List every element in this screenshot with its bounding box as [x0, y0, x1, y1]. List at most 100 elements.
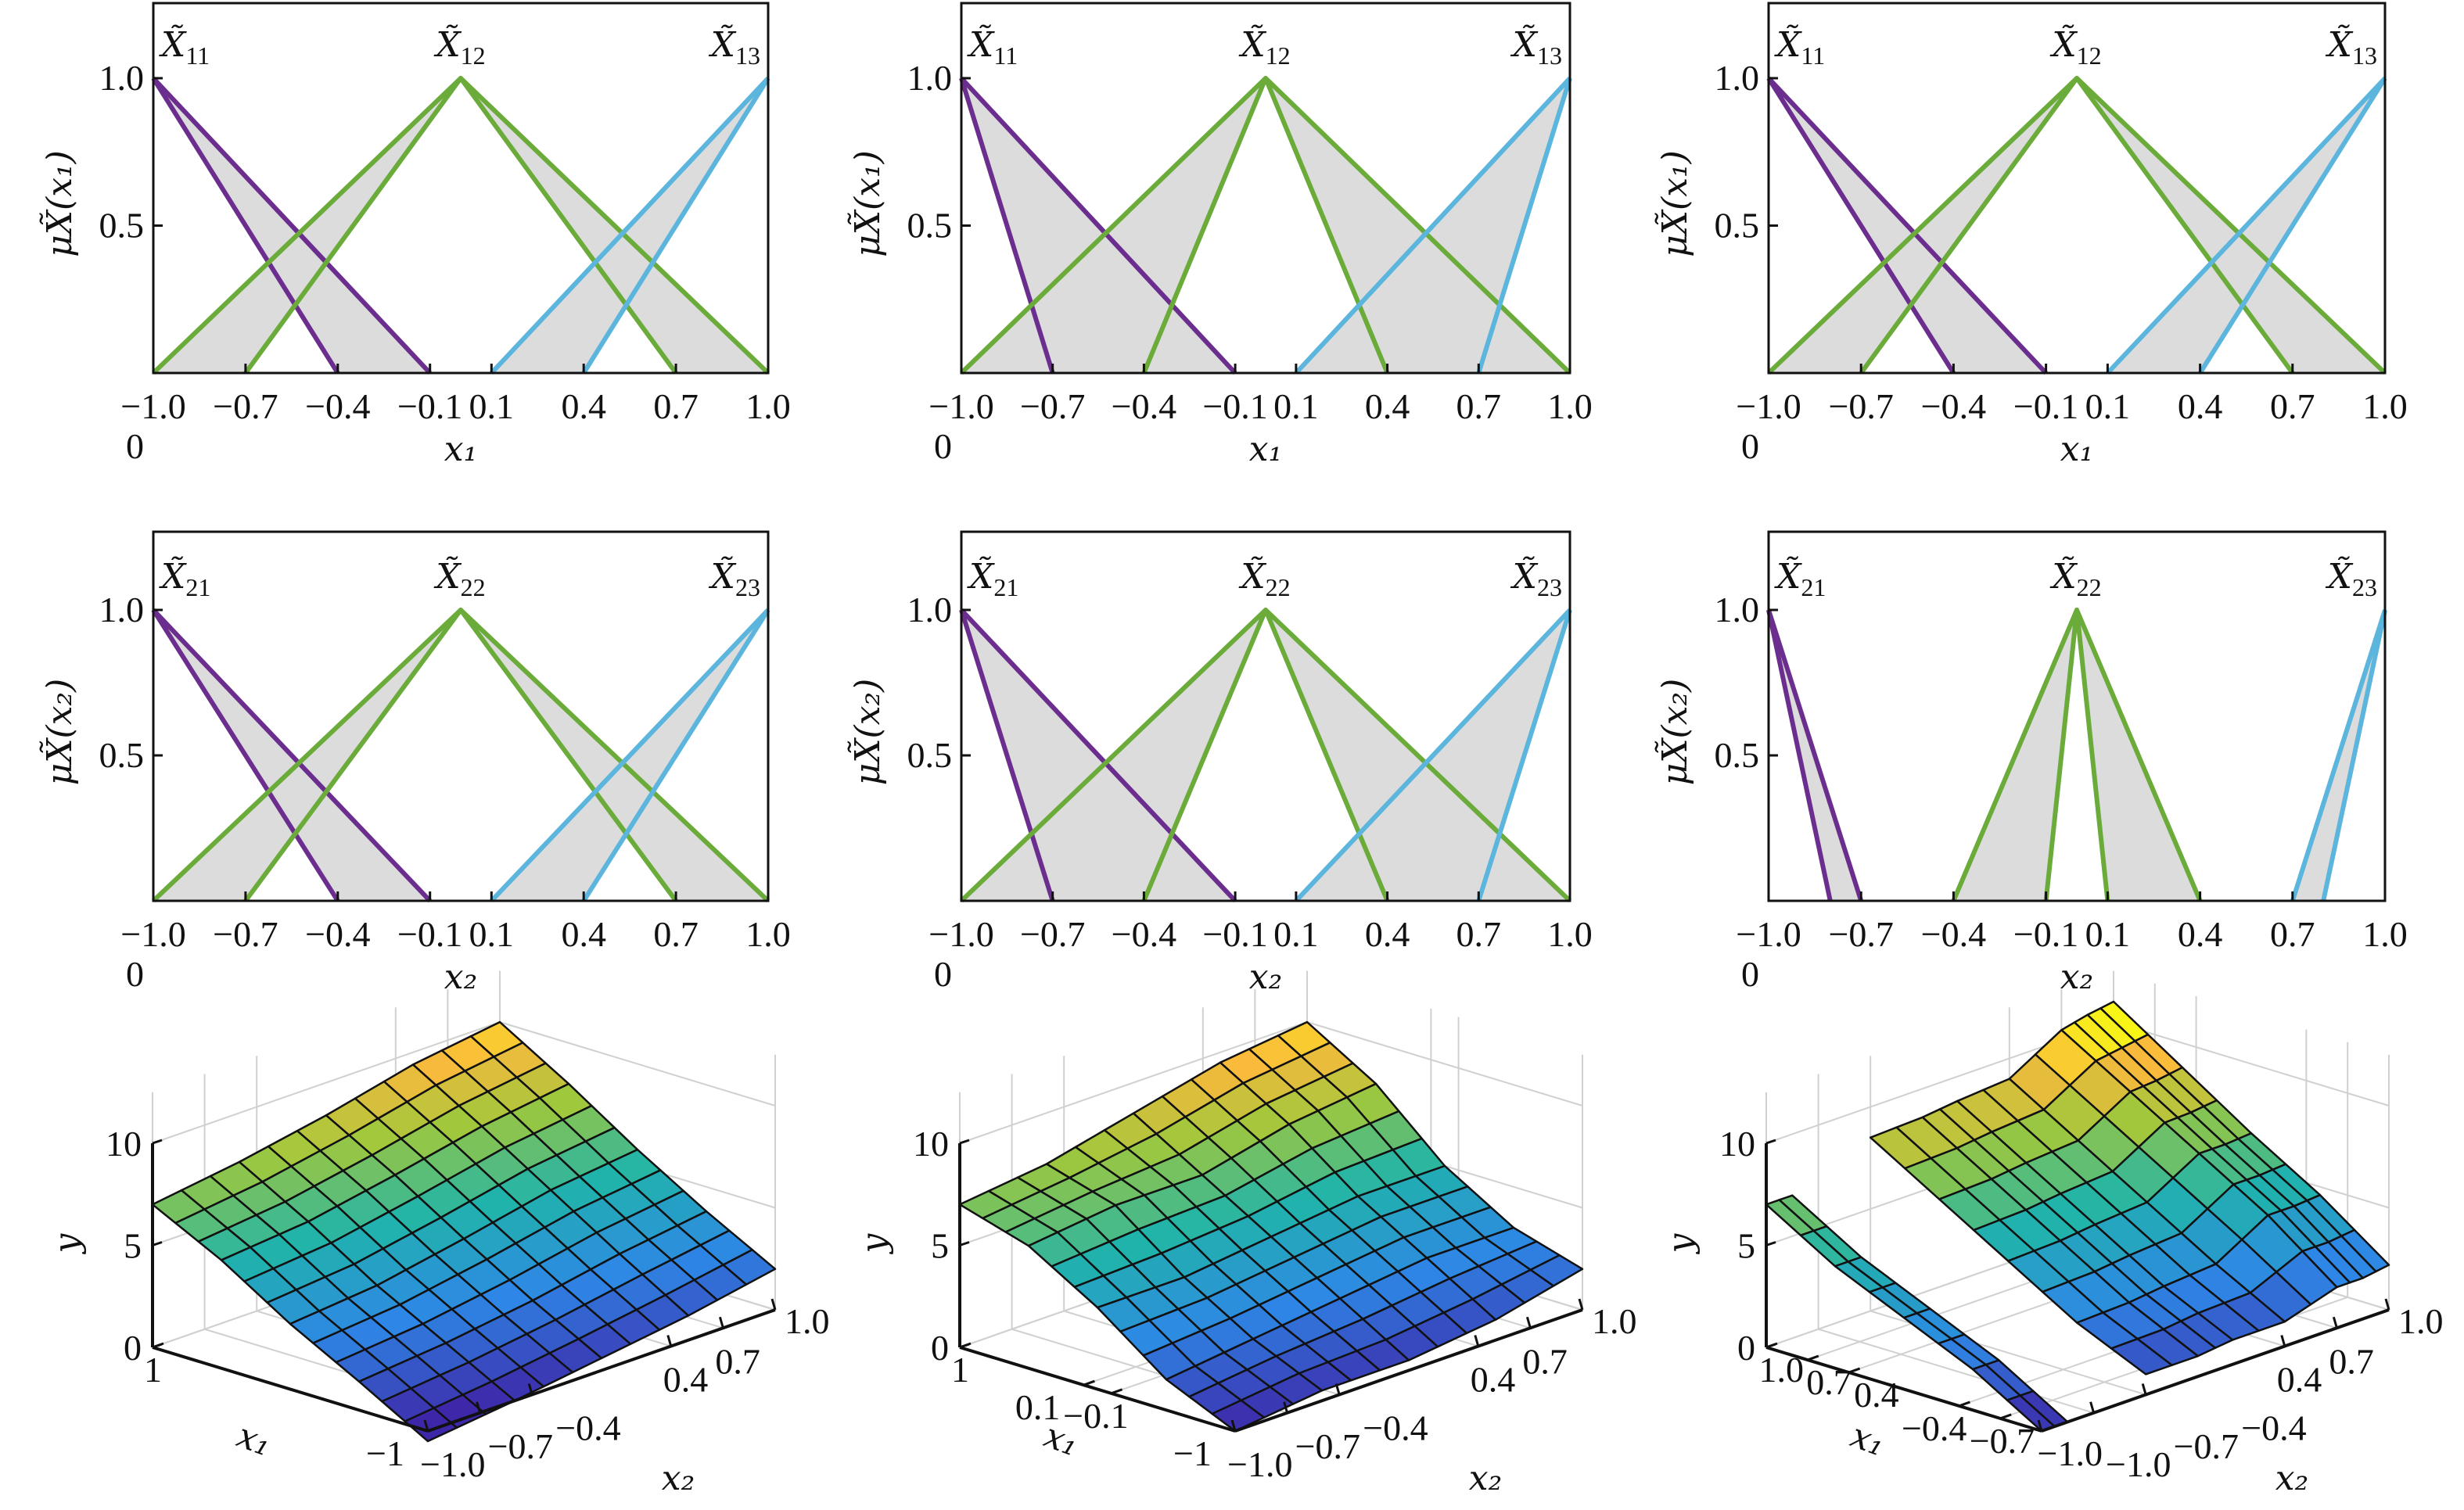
- upper-mf-line: [1294, 608, 1572, 903]
- y-axis-label: μX̃(x₂): [846, 679, 888, 786]
- x-tick-label: −0.4: [1112, 914, 1176, 954]
- y-tick-label: 5: [124, 1226, 142, 1266]
- x-tick-label: 0.7: [2270, 914, 2315, 954]
- x-tick-label: −1.0: [1736, 914, 1801, 954]
- x2-tick: [1334, 1383, 1341, 1395]
- x2-tick-label: −0.7: [488, 1426, 553, 1466]
- upper-mf-line: [151, 76, 432, 375]
- x2-tick-label: 0.4: [1471, 1360, 1516, 1400]
- x1-tick-label: 0.4: [1854, 1375, 1899, 1415]
- x-tick-label: −0.7: [213, 386, 278, 426]
- x-tick-label: 0.1: [1273, 386, 1319, 426]
- upper-mf-line: [2290, 609, 2387, 902]
- x-tick-label: 1.0: [1547, 914, 1593, 954]
- upper-mf-line: [1766, 76, 2048, 375]
- membership-chart-6: X̃21 X̃22 X̃23−1.0 −0.7 −0.4 −0.1 0.1 0.4 0.7 1.0…: [1654, 530, 2408, 997]
- set-label-subscript: 11: [185, 41, 210, 70]
- x2-tick: [1474, 1335, 1480, 1347]
- set-label: X̃11: [967, 23, 1018, 70]
- upper-mf-line: [2106, 76, 2387, 375]
- upper-mf-line: [490, 76, 770, 375]
- x2-tick-label: −1.0: [1227, 1444, 1292, 1484]
- lower-mf-line: [1766, 77, 1956, 375]
- x1-axis-label: x₁: [1845, 1415, 1890, 1464]
- set-label-subscript: 23: [1537, 573, 1562, 601]
- x2-tick: [2089, 1401, 2096, 1414]
- upper-mf-line: [1766, 609, 1864, 902]
- x2-tick: [2037, 1419, 2043, 1432]
- plot-frame: [1767, 530, 2387, 902]
- x-tick-label: −0.4: [1921, 914, 1986, 954]
- x-tick-label: 1.0: [745, 386, 791, 426]
- lower-mf-line: [959, 609, 1055, 902]
- x-tick-label: −0.7: [1020, 914, 1085, 954]
- x2-axis-label: x₂: [2275, 1458, 2308, 1498]
- set-label-base: X̃: [1774, 555, 1802, 597]
- surface-chart-1: 0 5 10 1 −1 −1.0 −0.7 −0.4 0.4 0.7 1.0 y x₁ x₂: [47, 970, 830, 1498]
- plot-frame: [960, 2, 1571, 375]
- x1-tick-label: −1: [366, 1433, 404, 1473]
- x-tick-label: −1.0: [928, 914, 993, 954]
- x2-tick: [476, 1401, 482, 1414]
- fou-region: [153, 78, 768, 373]
- y-tick-label: 10: [1719, 1124, 1755, 1164]
- y-tick-label: 10: [106, 1124, 142, 1164]
- x-tick-label: 0.7: [653, 386, 699, 426]
- set-label: X̃13: [2326, 23, 2377, 70]
- set-label-subscript: 13: [735, 41, 760, 70]
- set-label-base: X̃: [2326, 555, 2354, 597]
- y-tick-label: 0: [126, 426, 144, 466]
- upper-mf-line: [151, 608, 432, 903]
- y-tick-label: 1.0: [99, 590, 145, 629]
- upper-mf-line: [490, 608, 770, 903]
- x1-tick: [152, 1342, 164, 1349]
- x1-tick: [959, 1342, 972, 1349]
- lower-mf-line: [1141, 76, 1390, 375]
- y-tick-label: 0.5: [99, 206, 145, 246]
- set-label-base: X̃: [1238, 23, 1266, 65]
- lower-mf-line: [1766, 609, 1833, 902]
- x1-axis-line: [152, 1346, 429, 1433]
- lower-mf-line: [151, 77, 340, 375]
- set-label-base: X̃: [709, 555, 737, 597]
- y-tick-label: 0: [931, 1328, 949, 1368]
- x1-tick: [1234, 1426, 1247, 1433]
- set-label-base: X̃: [1510, 555, 1539, 597]
- set-label: X̃23: [2326, 555, 2377, 601]
- x1-tick: [1083, 1379, 1095, 1386]
- y-tick: [1765, 1139, 1776, 1145]
- y-tick-label: 10: [913, 1124, 949, 1164]
- plot-frame: [1767, 2, 2387, 375]
- lower-mf-line: [2321, 609, 2387, 902]
- x2-tick-label: −0.7: [1295, 1426, 1360, 1466]
- set-label-base: X̃: [2049, 555, 2078, 597]
- y-tick: [959, 1241, 970, 1246]
- lower-mf-line: [1859, 76, 2295, 375]
- x1-tick-label: −1: [1173, 1433, 1212, 1473]
- x2-tick-label: −1.0: [2106, 1444, 2171, 1484]
- set-label-base: X̃: [1510, 23, 1539, 65]
- x-tick-label: −0.4: [1921, 386, 1986, 426]
- x-tick-label: 0.4: [1365, 914, 1410, 954]
- set-label-base: X̃: [159, 23, 187, 65]
- membership-chart-3: X̃11 X̃12 X̃13−1.0 −0.7 −0.4 −0.1 0.1 0.4 0.7 1.0…: [1654, 2, 2408, 469]
- set-label-base: X̃: [2326, 23, 2354, 65]
- y-tick: [1765, 1241, 1776, 1246]
- y-tick-label: 1.0: [1715, 590, 1760, 629]
- set-label: X̃23: [1510, 555, 1562, 601]
- y-tick-label: 1.0: [1715, 58, 1760, 98]
- y-tick-label: 0: [1737, 1328, 1755, 1368]
- lower-mf-line: [959, 77, 1055, 374]
- lower-mf-line: [151, 608, 340, 902]
- upper-mf-line: [1294, 76, 1572, 375]
- x1-tick: [1807, 1354, 1819, 1361]
- x-axis-label: x₁: [1249, 429, 1282, 469]
- set-label-base: X̃: [709, 23, 737, 65]
- y-axis-label: μX̃(x₂): [38, 679, 80, 786]
- x1-tick-label: −0.7: [1970, 1421, 2035, 1461]
- x1-axis-line: [1765, 1346, 2042, 1433]
- surface-cell: [2110, 1337, 2173, 1375]
- x1-tick: [1958, 1401, 1970, 1408]
- y-axis-label: μX̃(x₁): [1654, 150, 1695, 257]
